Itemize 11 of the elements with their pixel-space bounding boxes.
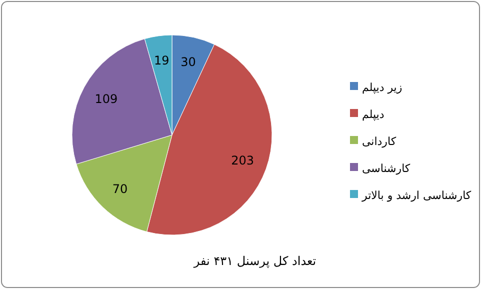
data-label: 30 [180,54,196,69]
legend-label: دیپلم [362,108,384,121]
legend-label: زیر دیپلم [362,81,402,94]
data-label: 203 [231,153,254,168]
legend-label: کاردانی [362,135,397,148]
text: تعداد کل پرسنل ۴۳۱ نفر [192,254,316,268]
data-label: 19 [154,54,170,68]
data-label: 70 [112,182,128,196]
legend-label: کارشناسی ارشد و بالاتر [361,189,472,202]
legend-label: کارشناسی [362,162,411,175]
data-label: 109 [94,92,118,106]
